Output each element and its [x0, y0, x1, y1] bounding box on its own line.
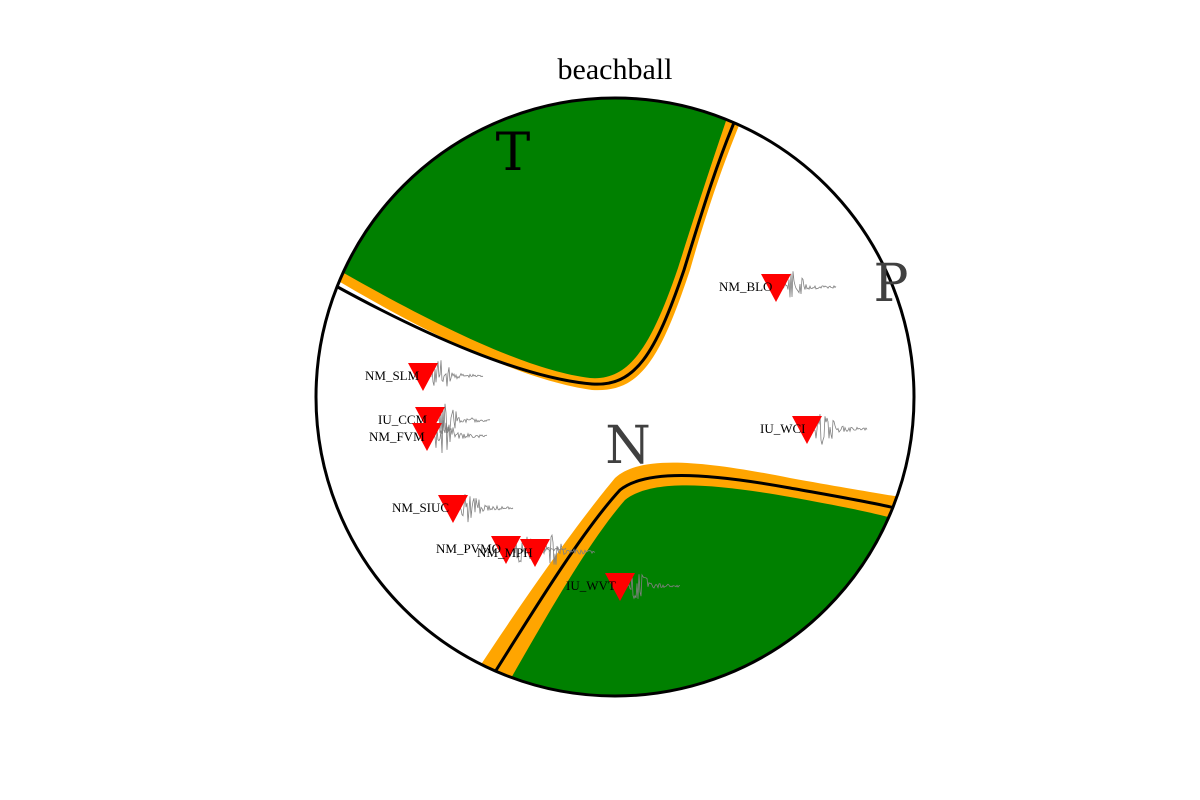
station-label: NM_MPH: [477, 545, 533, 560]
focal-sphere-fill: [316, 98, 914, 696]
station-label: NM_SIUC: [392, 500, 449, 515]
station-marker-icon: [415, 407, 445, 435]
station-marker-icon: [408, 363, 438, 391]
stations-layer: NM_BLONM_SLMIU_CCMNM_FVMIU_WCINM_SIUCNM_…: [365, 271, 868, 601]
station-nm-fvm: NM_FVM: [369, 419, 488, 454]
station-iu-wci: IU_WCI: [760, 414, 868, 445]
station-label: NM_FVM: [369, 429, 425, 444]
figure-title: beachball: [558, 53, 673, 86]
station-iu-wvt: IU_WVT: [566, 573, 681, 601]
station-label: NM_BLO: [719, 279, 772, 294]
station-nm-blo: NM_BLO: [719, 271, 837, 302]
station-marker-icon: [412, 423, 442, 451]
station-nm-mph: NM_MPH: [477, 533, 596, 567]
station-marker-icon: [605, 573, 635, 601]
lower-nodal-line: [493, 474, 896, 673]
station-marker-icon: [792, 416, 822, 444]
station-label: IU_WCI: [760, 421, 806, 436]
station-marker-icon: [520, 539, 550, 567]
station-nm-slm: NM_SLM: [365, 360, 484, 391]
station-marker-icon: [438, 495, 468, 523]
n-axis-label: N: [605, 416, 651, 476]
upper-nodal-line: [333, 117, 738, 386]
station-marker-icon: [761, 274, 791, 302]
station-marker-icon: [491, 536, 521, 564]
station-label: NM_SLM: [365, 368, 420, 383]
station-label: NM_PVMO: [436, 541, 501, 556]
focal-sphere-outline: [314, 96, 916, 698]
station-nm-siuc: NM_SIUC: [392, 494, 514, 523]
station-label: IU_WVT: [566, 578, 616, 593]
p-axis-label: P: [874, 254, 909, 314]
t-axis-label: T: [496, 123, 531, 183]
